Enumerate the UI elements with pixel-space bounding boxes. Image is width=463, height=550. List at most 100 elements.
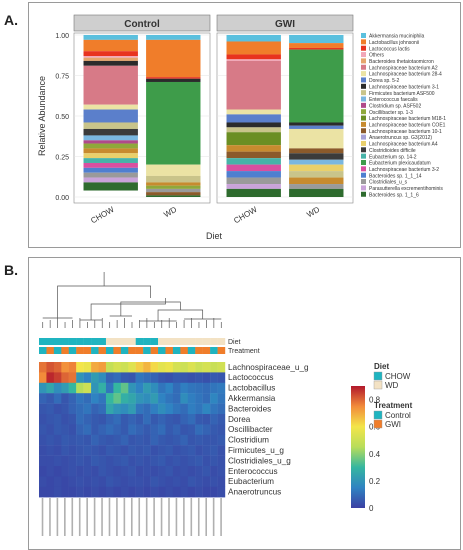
heatmap-cell — [120, 445, 129, 456]
heatmap-cell — [91, 372, 99, 383]
heatmap-cell — [143, 466, 151, 477]
heatmap-cell — [98, 414, 107, 425]
heatmap-cell — [53, 445, 62, 456]
treatment-legend-swatch — [373, 410, 383, 420]
diet-annotation-cell — [210, 338, 218, 345]
heatmap-cell — [83, 476, 92, 487]
heatmap-cell — [61, 455, 69, 467]
heatmap-cell — [68, 414, 77, 425]
heatmap-cell — [195, 434, 203, 446]
bar-segment — [226, 59, 281, 61]
heatmap-cell — [187, 362, 196, 373]
heatmap-cell — [128, 476, 136, 487]
heatmap-cell — [46, 445, 55, 456]
heatmap-cell — [165, 382, 174, 394]
diet-annotation-cell — [105, 338, 114, 345]
heatmap-cell — [135, 476, 144, 487]
heatmap-cell — [98, 445, 107, 456]
heatmap-cell — [83, 424, 92, 435]
heatmap-cell — [120, 455, 129, 467]
legend-label: Lactococcus lactis — [369, 46, 410, 52]
heatmap-cell — [76, 445, 84, 456]
heatmap-cell — [150, 486, 159, 498]
heatmap-cell — [128, 434, 136, 446]
heatmap-cell — [91, 382, 99, 394]
treatment-annotation-label: Treatment — [228, 348, 260, 355]
heatmap-cell — [53, 372, 62, 383]
heatmap-cell — [113, 424, 122, 435]
bar-segment — [83, 51, 138, 57]
heatmap-cell — [202, 486, 211, 498]
heatmap-cell — [128, 424, 136, 435]
colorbar-tick-label: 0.4 — [369, 450, 381, 459]
heatmap-cell — [98, 403, 107, 415]
diet-annotation-cell — [128, 338, 136, 345]
heatmap-cell — [187, 414, 196, 425]
heatmap-cell — [210, 362, 218, 373]
heatmap-cell — [128, 455, 136, 467]
diet-annotation-label: Diet — [228, 339, 241, 346]
heatmap-row-label: Clostridiales_u_g — [228, 456, 291, 465]
heatmap-cell — [210, 445, 218, 456]
legend-swatch — [361, 134, 366, 140]
legend-swatch — [361, 90, 366, 96]
heatmap-cell — [150, 476, 159, 487]
heatmap-cell — [195, 414, 203, 425]
heatmap-cell — [68, 403, 77, 415]
column-label-mark — [175, 498, 178, 536]
heatmap-cell — [187, 455, 196, 467]
heatmap-cell — [158, 393, 166, 404]
heatmap-cell — [39, 434, 47, 446]
heatmap-cell — [217, 445, 226, 456]
dendrogram-branch — [120, 301, 181, 316]
heatmap-cell — [53, 455, 62, 467]
heatmap-cell — [120, 393, 129, 404]
heatmap-cell — [150, 414, 159, 425]
treatment-annotation-cell — [46, 347, 55, 354]
heatmap-cell — [46, 476, 55, 487]
bar-segment — [83, 122, 138, 129]
legend-swatch — [361, 179, 366, 185]
column-label-mark — [138, 498, 141, 536]
legend-label: Others — [369, 53, 385, 59]
facet-strip — [73, 14, 211, 32]
heatmap-cell — [68, 434, 77, 446]
heatmap-cell — [158, 455, 166, 467]
heatmap-cell — [135, 372, 144, 383]
heatmap-cell — [98, 393, 107, 404]
diet-annotation-cell — [98, 338, 107, 345]
bar-segment — [83, 35, 138, 40]
bar-segment — [226, 122, 281, 128]
heatmap-cell — [187, 445, 196, 456]
heatmap-cell — [202, 372, 211, 383]
bar-segment — [226, 188, 281, 197]
bar-segment — [289, 159, 344, 165]
heatmap-cell — [39, 455, 47, 467]
heatmap-cell — [135, 362, 144, 373]
bar-segment — [226, 35, 281, 42]
heatmap-cell — [195, 403, 203, 415]
bar-segment — [83, 148, 138, 154]
legend-label: Anaerotruncus sp. G3(2012) — [369, 135, 432, 141]
diet-annotation-cell — [143, 338, 151, 345]
diet-legend-label: CHOW — [385, 372, 411, 381]
bar-segment — [146, 77, 201, 79]
treatment-annotation-cell — [180, 347, 188, 354]
heatmap-cell — [91, 362, 99, 373]
legend-label: Clostridium sp. ASF502 — [369, 103, 421, 109]
heatmap-cell — [210, 403, 218, 415]
treatment-annotation-cell — [195, 347, 203, 354]
heatmap-cell — [83, 403, 92, 415]
stacked-bar-chart: Relative Abundance 0.00 0.25 0.50 0.75 1.00 Co… — [37, 14, 446, 241]
colorbar-tick-label: 0 — [369, 504, 374, 513]
heatmap-cell — [143, 414, 151, 425]
heatmap-cell — [180, 476, 188, 487]
legend-swatch — [361, 140, 366, 146]
x-tick-label: CHOW — [89, 205, 116, 226]
legend-label: Lactobacillus johnsonii — [369, 40, 419, 46]
bar-segment — [289, 184, 344, 189]
bar-segment — [83, 162, 138, 168]
heatmap-cell — [120, 476, 129, 487]
bar-segment — [83, 158, 138, 163]
heatmap-cell — [120, 486, 129, 498]
